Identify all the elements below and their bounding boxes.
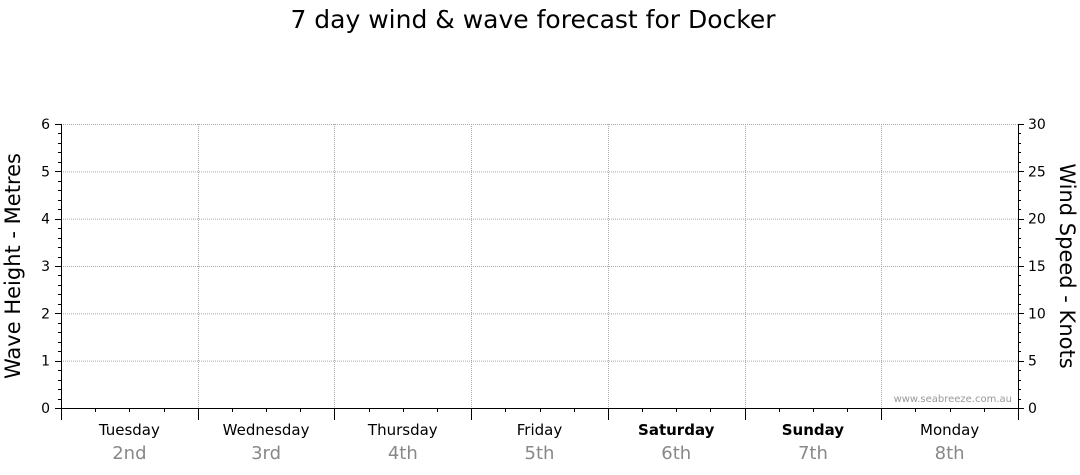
day-name-label: Saturday: [638, 421, 715, 439]
right-tick-label: 20: [1028, 212, 1046, 228]
day-date-label: 2nd: [112, 443, 146, 464]
right-axis-title: Wind Speed - Knots: [1055, 163, 1079, 368]
right-tick-label: 5: [1028, 354, 1037, 370]
day-date-label: 4th: [388, 443, 418, 464]
day-name-label: Monday: [920, 421, 979, 439]
right-tick-label: 30: [1028, 117, 1046, 133]
right-tick-label: 15: [1028, 259, 1046, 275]
day-date-label: 8th: [935, 443, 965, 464]
x-axis: Tuesday 2nd Wednesday 3rd Thursday 4th Friday 5…: [61, 408, 1019, 464]
left-tick-label: 2: [41, 306, 50, 322]
day-name-label: Thursday: [367, 421, 438, 439]
right-axis: 0 5 10 15 20 25 30: [1018, 117, 1046, 417]
left-axis: 0 1 2 3 4 5 6: [41, 117, 62, 417]
day-name-label: Tuesday: [98, 421, 160, 439]
left-tick-label: 0: [41, 401, 50, 417]
watermark: www.seabreeze.com.au: [894, 394, 1012, 405]
day-date-label: 7th: [798, 443, 828, 464]
right-tick-label: 10: [1028, 306, 1046, 322]
day-date-label: 3rd: [251, 443, 281, 464]
right-tick-label: 25: [1028, 164, 1046, 180]
grid-lines: [61, 124, 1018, 408]
day-date-label: 5th: [525, 443, 555, 464]
right-tick-label: 0: [1028, 401, 1037, 417]
left-tick-label: 3: [41, 259, 50, 275]
chart-title: 7 day wind & wave forecast for Docker: [290, 5, 776, 34]
day-date-label: 6th: [661, 443, 691, 464]
left-tick-label: 1: [41, 354, 50, 370]
left-tick-label: 5: [41, 164, 50, 180]
day-name-label: Wednesday: [223, 421, 310, 439]
day-name-label: Friday: [517, 421, 563, 439]
left-tick-label: 6: [41, 117, 50, 133]
left-tick-label: 4: [41, 212, 50, 228]
day-name-label: Sunday: [782, 421, 845, 439]
left-axis-title: Wave Height - Metres: [1, 153, 25, 379]
